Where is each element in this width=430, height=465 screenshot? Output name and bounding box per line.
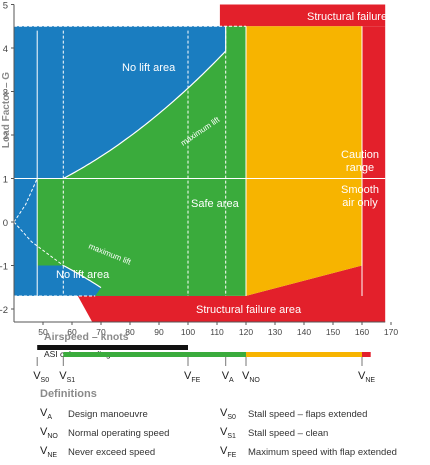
y-tick-label: -1 [0, 262, 8, 273]
asi-band-black [37, 345, 189, 350]
stall-curve-low-positive [13, 178, 38, 223]
y-tick-label: 1 [3, 175, 8, 186]
asi-band-yellow [246, 352, 362, 357]
speed-symbol: V [222, 370, 230, 382]
definitions-title: Definitions [40, 388, 97, 400]
speed-subscript: NE [365, 377, 375, 384]
x-tick-label: 120 [239, 327, 253, 337]
y-tick-label: 3 [3, 88, 8, 99]
speed-subscript: S1 [67, 377, 76, 384]
speed-subscript: NO [249, 377, 260, 384]
structural-failure-right-label: Structural failure area [403, 177, 415, 283]
definition-text: Stall speed – clean [248, 428, 329, 439]
label-line: Caution [341, 149, 379, 161]
speed-symbol: V [242, 370, 250, 382]
y-tick-label: 5 [3, 1, 8, 12]
x-axis-title: Airspeed – knots [44, 331, 129, 343]
structural-failure-lower-region [77, 26, 386, 323]
definition-symbol: VA [40, 407, 53, 422]
speed-subscript: FE [191, 377, 200, 384]
y-tick-label: 2 [3, 131, 8, 142]
x-tick-label: 130 [268, 327, 282, 337]
asi-band-red [362, 352, 371, 357]
speed-label-a: VA [222, 370, 234, 384]
speed-symbol: V [33, 370, 41, 382]
speed-label-s1: VS1 [59, 370, 75, 384]
definition-symbol: VNO [40, 426, 58, 441]
safe-area-label: Safe area [191, 198, 240, 210]
x-tick-label: 110 [210, 327, 224, 337]
label-line: air only [342, 197, 378, 209]
x-tick-label: 80 [125, 327, 135, 337]
definition-symbol: VFE [220, 445, 237, 460]
asi-band-green [63, 352, 246, 357]
definition-text: Never exceed speed [68, 447, 156, 458]
definition-symbol: VNE [40, 445, 58, 460]
stall-curve-low-negative [13, 221, 64, 266]
definition-symbol: VS0 [220, 407, 236, 422]
safe-region [37, 26, 247, 296]
speed-subscript: S0 [41, 377, 50, 384]
structural-failure-bottom-label: Structural failure area [196, 304, 302, 316]
x-tick-label: 150 [326, 327, 340, 337]
max-lift-positive-curve [63, 26, 227, 180]
x-tick-label: 140 [297, 327, 311, 337]
speed-label-ne: VNE [358, 370, 375, 384]
no-lift-top-label: No lift area [122, 62, 176, 74]
speed-subscript: A [229, 377, 234, 384]
speed-symbol: V [358, 370, 366, 382]
definition-text: Normal operating speed [68, 428, 170, 439]
speed-symbol: V [59, 370, 67, 382]
x-tick-label: 50 [38, 327, 48, 337]
definition-text: Maximum speed with flap extended [248, 447, 397, 458]
x-tick-label: 60 [67, 327, 77, 337]
definitions-panel: Definitions VA Design manoeuvre VNO Normal … [0, 384, 430, 465]
max-lift-negative-curve [63, 264, 102, 289]
speed-label-s0: VS0 [33, 370, 49, 384]
smooth-air-label: Smooth air only [341, 184, 379, 209]
caution-label: Caution range [341, 149, 379, 174]
vg-diagram-svg: No lift area No lift area Safe area Structu… [0, 0, 415, 384]
y-tick-label: -2 [0, 305, 8, 316]
below-envelope-region [14, 295, 78, 323]
speed-symbol: V [184, 370, 192, 382]
structural-failure-top-region [219, 4, 386, 27]
x-tick-label: 160 [355, 327, 369, 337]
y-tick-label: 0 [3, 218, 8, 229]
speed-label-fe: VFE [184, 370, 201, 384]
no-lift-bottom-label: No lift area [56, 269, 110, 281]
caution-region [246, 26, 362, 296]
speed-label-no: VNO [242, 370, 260, 384]
structural-failure-top-label: Structural failure area [307, 11, 413, 23]
y-tick-label: 4 [3, 44, 8, 55]
definition-text: Stall speed – flaps extended [248, 409, 368, 420]
y-axis-title: Load Factor – G [1, 72, 12, 148]
definition-text: Design manoeuvre [68, 409, 148, 420]
label-line: range [346, 162, 374, 174]
x-tick-label: 90 [154, 327, 164, 337]
label-line: Smooth [341, 184, 379, 196]
x-tick-label: 170 [384, 327, 398, 337]
definition-symbol: VS1 [220, 426, 236, 441]
x-tick-label: 70 [96, 327, 106, 337]
x-tick-label: 100 [181, 327, 195, 337]
